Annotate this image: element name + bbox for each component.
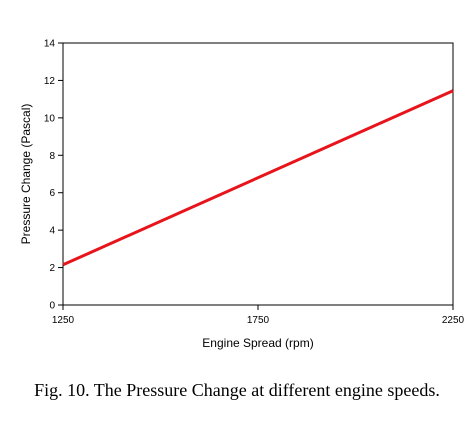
x-axis-ticks: 1250 1750 2250 <box>52 305 465 326</box>
axes <box>62 42 454 306</box>
y-tick-label: 10 <box>44 113 56 124</box>
figure-caption: Fig. 10. The Pressure Change at differen… <box>34 380 440 400</box>
x-tick-label: 2250 <box>442 315 465 326</box>
series-group <box>62 89 454 267</box>
y-tick-label: 14 <box>44 39 56 50</box>
y-tick-label: 0 <box>49 301 55 312</box>
line-chart: 0 2 4 6 8 10 12 14 1250 1750 2250 Engine Spread (… <box>19 39 465 351</box>
series-line <box>62 89 454 267</box>
x-tick-label: 1250 <box>52 315 75 326</box>
y-axis-title: Pressure Change (Pascal) <box>19 104 33 245</box>
y-tick-label: 8 <box>49 151 55 162</box>
y-tick-label: 12 <box>44 76 56 87</box>
y-tick-label: 6 <box>49 188 55 199</box>
y-axis-ticks: 0 2 4 6 8 10 12 14 <box>44 39 63 312</box>
x-axis-title: Engine Spread (rpm) <box>202 336 313 350</box>
plot-frame <box>62 42 454 306</box>
y-tick-label: 2 <box>49 263 55 274</box>
y-tick-label: 4 <box>49 226 55 237</box>
x-tick-label: 1750 <box>247 315 270 326</box>
